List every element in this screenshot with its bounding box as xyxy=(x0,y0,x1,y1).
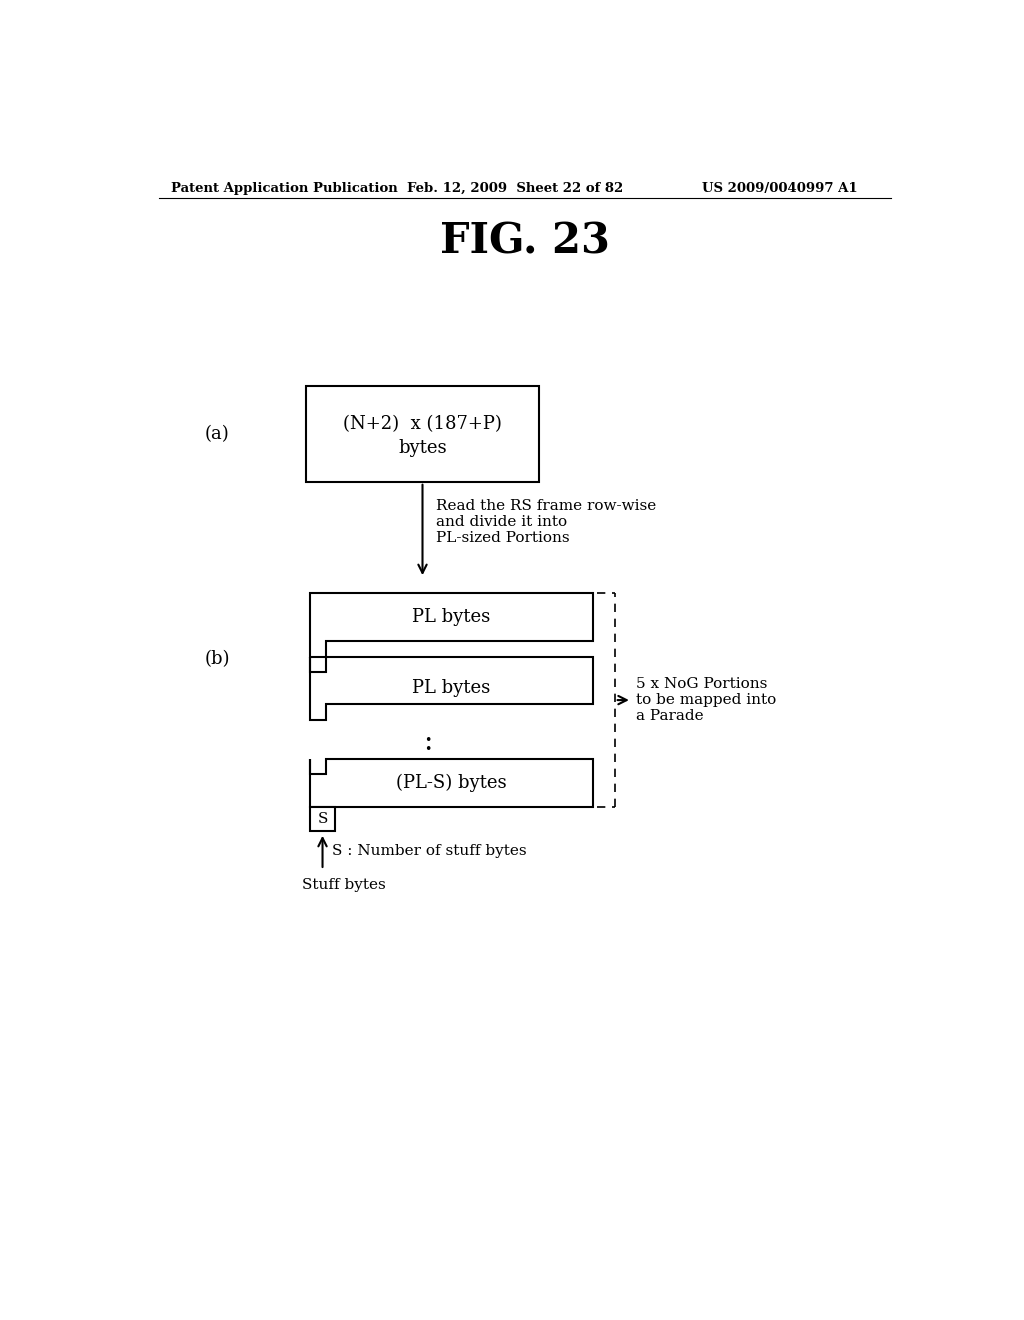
Text: S: S xyxy=(317,812,328,826)
Text: Stuff bytes: Stuff bytes xyxy=(302,878,386,891)
Text: S : Number of stuff bytes: S : Number of stuff bytes xyxy=(332,845,526,858)
Text: (a): (a) xyxy=(205,425,229,444)
Text: (PL-S) bytes: (PL-S) bytes xyxy=(396,774,507,792)
Text: bytes: bytes xyxy=(398,438,446,457)
Text: Read the RS frame row-wise
and divide it into
PL-sized Portions: Read the RS frame row-wise and divide it… xyxy=(436,499,656,545)
Text: (N+2)  x (187+P): (N+2) x (187+P) xyxy=(343,416,502,433)
Bar xyxy=(310,807,335,832)
Text: PL bytes: PL bytes xyxy=(413,680,490,697)
Text: US 2009/0040997 A1: US 2009/0040997 A1 xyxy=(701,182,857,194)
Text: Patent Application Publication: Patent Application Publication xyxy=(171,182,397,194)
Text: FIG. 23: FIG. 23 xyxy=(440,220,609,261)
Text: 5 x NoG Portions
to be mapped into
a Parade: 5 x NoG Portions to be mapped into a Par… xyxy=(636,677,776,723)
Text: PL bytes: PL bytes xyxy=(413,609,490,626)
Text: Feb. 12, 2009  Sheet 22 of 82: Feb. 12, 2009 Sheet 22 of 82 xyxy=(407,182,624,194)
Bar xyxy=(306,385,539,482)
Text: :: : xyxy=(424,730,433,756)
Text: (b): (b) xyxy=(205,649,229,668)
